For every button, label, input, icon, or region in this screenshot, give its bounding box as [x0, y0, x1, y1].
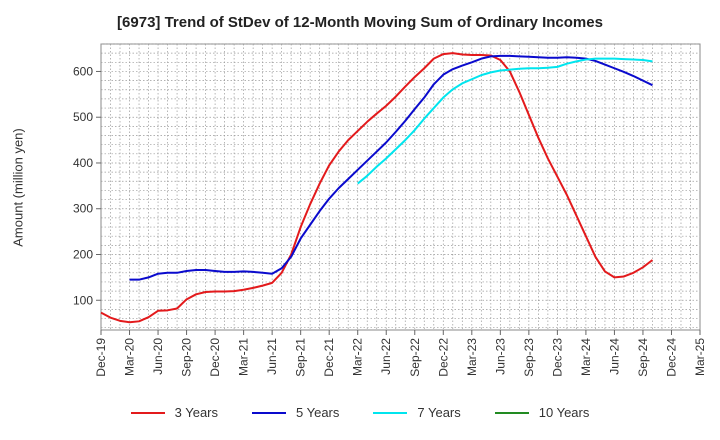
y-tick-label: 200 [73, 247, 93, 261]
series-line-3-years [100, 52, 654, 324]
x-tick-label: Mar-23 [465, 338, 479, 376]
x-tick-label: Dec-22 [436, 338, 450, 377]
legend-item: 7 Years [373, 405, 461, 420]
y-tick-label: 500 [73, 110, 93, 124]
x-tick-label: Jun-24 [607, 338, 621, 375]
legend-swatch [252, 411, 286, 414]
series-line-5-years [129, 54, 653, 281]
legend-label: 7 Years [417, 405, 461, 420]
x-tick-label: Dec-21 [322, 338, 336, 377]
x-tick-label: Sep-23 [522, 338, 536, 377]
legend-item: 5 Years [252, 405, 339, 420]
legend-label: 3 Years [174, 405, 218, 420]
y-tick-label: 400 [73, 156, 93, 170]
legend-label: 10 Years [538, 405, 590, 420]
x-tick-label: Mar-22 [351, 338, 365, 376]
x-tick-label: Sep-24 [636, 338, 650, 377]
x-tick-label: Dec-19 [94, 338, 108, 377]
x-tick-label: Jun-22 [379, 338, 393, 375]
legend-item: 3 Years [130, 405, 218, 420]
y-tick-label: 600 [73, 64, 93, 78]
x-tick-label: Jun-21 [265, 338, 279, 375]
legend: 3 Years 5 Years 7 Years 10 Years [0, 405, 720, 420]
x-tick-label: Sep-20 [180, 338, 194, 377]
legend-swatch [130, 411, 165, 414]
plot-area [100, 43, 701, 331]
x-tick-label: Mar-25 [693, 338, 707, 376]
series-line-7-years [357, 57, 653, 185]
x-tick-label: Dec-20 [208, 338, 222, 377]
y-tick-label: 100 [73, 293, 93, 307]
legend-item: 10 Years [494, 405, 590, 420]
x-tick-label: Mar-21 [237, 338, 251, 376]
x-tick-label: Sep-21 [294, 338, 308, 377]
legend-label: 5 Years [296, 405, 340, 420]
chart-title: [6973] Trend of StDev of 12-Month Moving… [117, 14, 603, 31]
x-tick-label: Dec-23 [550, 338, 564, 377]
x-tick-label: Mar-20 [123, 338, 137, 376]
x-tick-label: Mar-24 [579, 338, 593, 376]
legend-swatch [494, 411, 529, 414]
x-tick-label: Sep-22 [408, 338, 422, 377]
x-tick-label: Dec-24 [664, 338, 678, 377]
x-tick-label: Jun-23 [493, 338, 507, 375]
y-tick-label: 300 [73, 202, 93, 216]
x-tick-label: Jun-20 [151, 338, 165, 375]
legend-swatch [373, 411, 408, 414]
